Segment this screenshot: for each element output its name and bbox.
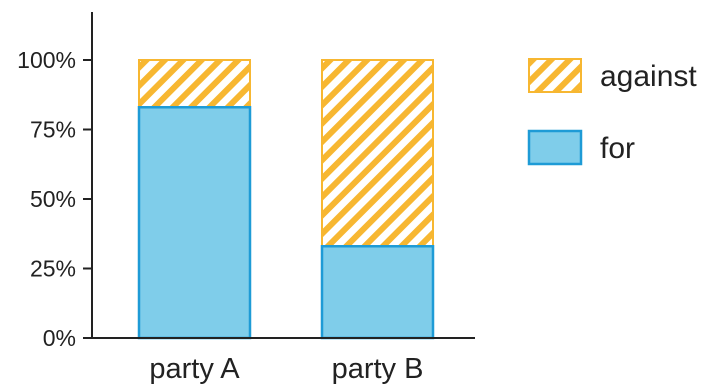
y-tick-label: 50%: [30, 186, 76, 212]
y-tick-label: 25%: [30, 256, 76, 282]
x-category-label: party A: [149, 353, 240, 385]
legend-swatch-against: [528, 58, 582, 93]
y-tick-label: 0%: [43, 325, 76, 351]
legend-label-against: against: [600, 60, 697, 93]
y-tick-label: 75%: [30, 117, 76, 143]
bar-for-party-b: [320, 245, 435, 340]
bar-against-party-b: [321, 59, 434, 248]
legend-swatch-for: [527, 129, 583, 166]
bar-for-party-a: [137, 106, 252, 340]
bar-against-party-a: [138, 59, 251, 109]
legend-label-for: for: [600, 132, 635, 165]
y-tick-label: 100%: [17, 47, 76, 73]
x-category-label: party B: [332, 353, 424, 385]
